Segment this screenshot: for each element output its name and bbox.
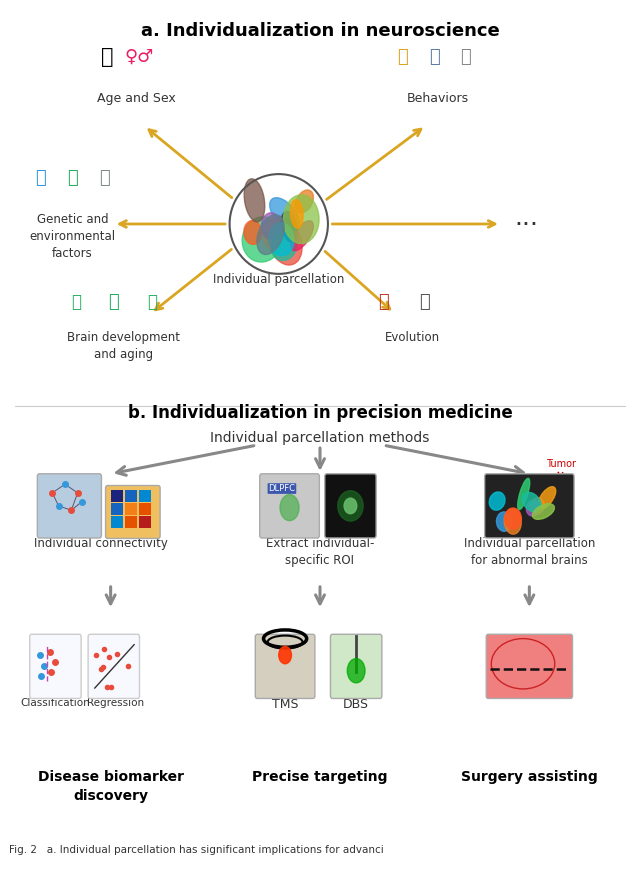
Ellipse shape (284, 195, 319, 244)
Text: Extract individual-
specific ROI: Extract individual- specific ROI (266, 537, 374, 567)
Ellipse shape (269, 197, 300, 230)
Ellipse shape (518, 478, 530, 510)
Ellipse shape (291, 221, 314, 251)
FancyBboxPatch shape (29, 635, 81, 698)
Bar (111, 503, 124, 514)
Text: Fig. 2   a. Individual parcellation has significant implications for advanci: Fig. 2 a. Individual parcellation has si… (9, 844, 384, 855)
FancyBboxPatch shape (324, 474, 376, 538)
Ellipse shape (344, 498, 356, 513)
Ellipse shape (338, 491, 363, 521)
Ellipse shape (296, 190, 314, 213)
Bar (138, 516, 152, 527)
Text: Brain development
and aging: Brain development and aging (67, 331, 180, 361)
Bar (125, 516, 138, 527)
Text: Evolution: Evolution (385, 331, 440, 344)
Text: 🚶: 🚶 (108, 293, 119, 311)
Text: 👴: 👴 (147, 293, 157, 311)
Text: Surgery assisting: Surgery assisting (461, 771, 598, 785)
Ellipse shape (281, 211, 298, 243)
Text: 🐒: 🐒 (378, 293, 389, 311)
Text: Individual parcellation methods: Individual parcellation methods (211, 431, 429, 445)
Text: DLPFC: DLPFC (268, 484, 296, 493)
Ellipse shape (504, 509, 521, 534)
Bar (111, 490, 124, 502)
Bar (111, 516, 124, 527)
Text: 🎂: 🎂 (101, 46, 114, 66)
Ellipse shape (291, 200, 303, 228)
Ellipse shape (242, 217, 282, 262)
Text: Precise targeting: Precise targeting (252, 771, 388, 785)
Text: ♀♂: ♀♂ (125, 47, 154, 65)
Ellipse shape (257, 215, 284, 255)
Bar (138, 490, 152, 502)
Ellipse shape (271, 231, 296, 260)
Text: Individual connectivity: Individual connectivity (34, 537, 168, 550)
Ellipse shape (244, 179, 265, 222)
Ellipse shape (538, 486, 556, 509)
Ellipse shape (532, 504, 554, 519)
FancyBboxPatch shape (88, 635, 140, 698)
Ellipse shape (267, 217, 302, 265)
Ellipse shape (522, 492, 541, 512)
FancyBboxPatch shape (37, 474, 101, 538)
Text: 🌲: 🌲 (67, 169, 78, 187)
Ellipse shape (262, 217, 287, 251)
Ellipse shape (526, 500, 540, 516)
Text: 🏙: 🏙 (99, 169, 109, 187)
Ellipse shape (280, 495, 299, 520)
Ellipse shape (269, 223, 294, 256)
Text: 💪: 💪 (461, 47, 471, 65)
Ellipse shape (505, 508, 522, 529)
Text: Disease biomarker
discovery: Disease biomarker discovery (38, 771, 184, 803)
Text: Individual parcellation: Individual parcellation (213, 273, 344, 286)
Text: 👤: 👤 (419, 293, 430, 311)
Circle shape (348, 658, 365, 683)
Text: 👶: 👶 (71, 293, 81, 311)
Text: Individual parcellation
for abnormal brains: Individual parcellation for abnormal bra… (463, 537, 595, 567)
FancyBboxPatch shape (484, 474, 574, 538)
Text: Genetic and
environmental
factors: Genetic and environmental factors (29, 213, 116, 259)
Ellipse shape (497, 512, 512, 532)
FancyBboxPatch shape (330, 635, 382, 698)
Bar (125, 490, 138, 502)
FancyBboxPatch shape (255, 635, 315, 698)
Text: Regression: Regression (87, 698, 144, 709)
Ellipse shape (489, 492, 505, 510)
Text: ...: ... (514, 206, 538, 230)
FancyBboxPatch shape (260, 474, 319, 538)
FancyBboxPatch shape (486, 635, 573, 698)
Text: Tumor: Tumor (546, 459, 576, 477)
Ellipse shape (261, 213, 281, 239)
Ellipse shape (530, 498, 544, 514)
Bar (138, 503, 152, 514)
Text: 🧬: 🧬 (35, 169, 46, 187)
Bar (125, 503, 138, 514)
Text: 📖: 📖 (429, 47, 440, 65)
Text: TMS: TMS (272, 698, 298, 711)
Circle shape (279, 646, 291, 663)
Ellipse shape (244, 221, 262, 244)
Text: Behaviors: Behaviors (406, 93, 468, 105)
Text: Classification: Classification (20, 698, 90, 709)
Text: Age and Sex: Age and Sex (97, 93, 175, 105)
FancyBboxPatch shape (106, 485, 160, 539)
Text: a. Individualization in neuroscience: a. Individualization in neuroscience (141, 22, 499, 40)
Text: DBS: DBS (343, 698, 369, 711)
Text: b. Individualization in precision medicine: b. Individualization in precision medici… (127, 404, 513, 423)
Text: 💡: 💡 (397, 47, 408, 65)
